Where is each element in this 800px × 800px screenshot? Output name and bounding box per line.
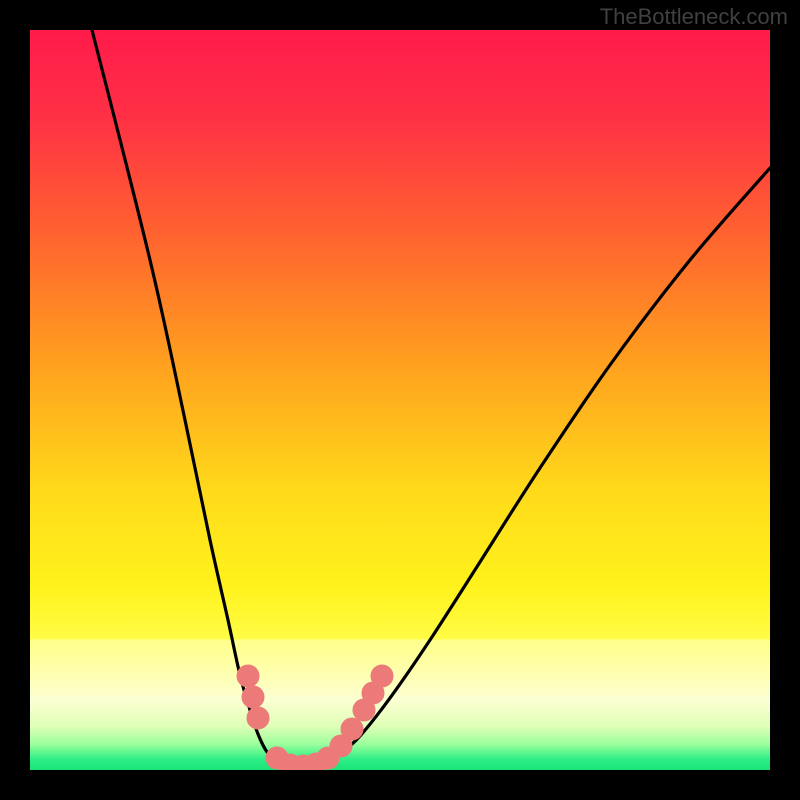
marker-left: [247, 707, 269, 729]
marker-right: [371, 665, 393, 687]
marker-left: [242, 686, 264, 708]
marker-right: [341, 718, 363, 740]
bottleneck-curve-chart: [0, 0, 800, 800]
chart-stage: TheBottleneck.com: [0, 0, 800, 800]
marker-left: [237, 665, 259, 687]
